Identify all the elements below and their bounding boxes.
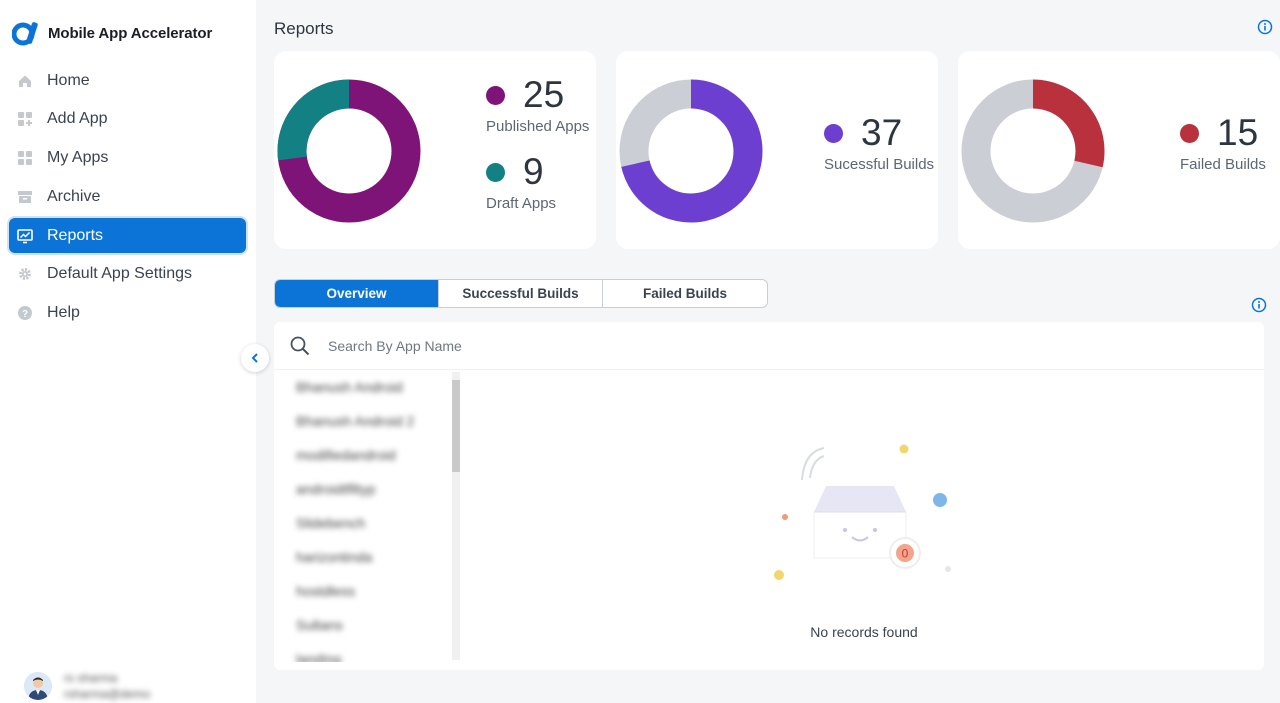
list-item[interactable]: Slidebench xyxy=(296,515,366,531)
empty-state-message: No records found xyxy=(810,624,918,640)
collapse-sidebar-button[interactable] xyxy=(241,344,269,372)
sidebar-item-archive[interactable]: Archive xyxy=(9,179,246,214)
draft-apps-segment xyxy=(277,79,350,161)
draft-apps-count: 9 xyxy=(523,151,544,192)
legend-dot xyxy=(486,162,505,182)
user-profile[interactable]: rs sharma rsharma@demo xyxy=(24,670,150,702)
list-item[interactable]: modifiedandroid xyxy=(296,447,396,463)
home-icon xyxy=(17,73,33,89)
sidebar-item-label: Archive xyxy=(47,187,101,205)
tab-failed-builds[interactable]: Failed Builds xyxy=(642,286,727,301)
failed-builds-donut-chart xyxy=(961,79,1105,223)
successful-builds-card: 37 Sucessful Builds xyxy=(616,51,938,249)
successful-builds-donut-chart xyxy=(619,79,763,223)
list-item[interactable]: Bhanush Android 2 xyxy=(296,413,415,429)
app-list-scrollbar[interactable] xyxy=(452,372,460,660)
tab-successful-builds[interactable]: Successful Builds xyxy=(439,280,603,307)
sidebar-item-label: Reports xyxy=(47,226,104,244)
successful-builds-stat: 37 Sucessful Builds xyxy=(824,114,934,173)
search-icon xyxy=(290,336,310,355)
report-tabs: Overview Successful Builds Failed Builds xyxy=(274,279,768,308)
sidebar-item-home[interactable]: Home xyxy=(9,63,246,98)
list-item[interactable]: Sultans xyxy=(296,617,343,633)
legend-dot xyxy=(486,85,505,105)
scrollbar-thumb[interactable] xyxy=(452,380,460,472)
gear-icon xyxy=(17,266,33,282)
successful-builds-segment xyxy=(621,79,763,223)
sidebar-nav: Home Add App My Apps Archive Reports xyxy=(9,63,246,335)
chevron-left-icon xyxy=(251,353,258,363)
list-item[interactable]: androidtflltyp xyxy=(296,481,376,497)
user-name: rs sharma xyxy=(64,671,118,685)
failed-builds-label: Failed Builds xyxy=(1180,156,1266,173)
empty-count-badge: 0 xyxy=(902,547,909,561)
sidebar-item-add-app[interactable]: Add App xyxy=(9,102,246,137)
page-title: Reports xyxy=(274,19,334,38)
successful-builds-count: 37 xyxy=(861,112,903,153)
sidebar-item-label: My Apps xyxy=(47,149,109,167)
failed-builds-segment xyxy=(1032,79,1105,168)
sidebar-item-default-app-settings[interactable]: Default App Settings xyxy=(9,257,246,292)
apps-summary-card: 25 Published Apps 9 Draft Apps xyxy=(274,51,596,249)
app-logo-icon xyxy=(12,22,38,46)
sidebar-item-my-apps[interactable]: My Apps xyxy=(9,141,246,176)
published-apps-count: 25 xyxy=(523,74,565,115)
list-item[interactable]: Bhanush Android xyxy=(296,379,403,395)
svg-text:?: ? xyxy=(22,309,28,320)
search-bar xyxy=(274,322,1264,370)
sidebar-item-label: Home xyxy=(47,71,90,89)
app-name: Mobile App Accelerator xyxy=(48,24,213,42)
brand[interactable]: Mobile App Accelerator xyxy=(12,20,212,46)
failed-builds-stat: 15 Failed Builds xyxy=(1180,114,1266,173)
user-email: rsharma@demo xyxy=(64,687,151,701)
list-item[interactable]: landing xyxy=(296,651,342,662)
archive-icon xyxy=(17,189,33,205)
failed-builds-count: 15 xyxy=(1217,112,1259,153)
sidebar-item-label: Help xyxy=(47,304,80,322)
legend-dot xyxy=(1180,123,1199,143)
reports-icon xyxy=(17,228,33,244)
apps-donut-chart xyxy=(277,79,421,223)
list-item[interactable]: harizontinda xyxy=(296,549,373,565)
empty-box-illustration: 0 xyxy=(774,444,951,580)
sidebar-item-reports[interactable]: Reports xyxy=(9,218,246,254)
published-apps-stat: 25 Published Apps xyxy=(486,76,589,135)
avatar xyxy=(24,672,52,700)
published-apps-label: Published Apps xyxy=(486,118,590,135)
help-icon: ? xyxy=(17,305,33,321)
draft-apps-stat: 9 Draft Apps xyxy=(486,153,556,212)
draft-apps-label: Draft Apps xyxy=(486,195,557,212)
app-list: Bhanush Android Bhanush Android 2 modifi… xyxy=(274,370,460,662)
list-item[interactable]: hostdless xyxy=(296,583,356,599)
add-app-icon xyxy=(17,111,33,127)
info-icon[interactable] xyxy=(1251,297,1267,313)
info-icon[interactable] xyxy=(1257,19,1273,35)
failed-builds-card: 15 Failed Builds xyxy=(958,51,1280,249)
sidebar-item-label: Add App xyxy=(47,110,108,128)
search-input[interactable] xyxy=(328,337,928,354)
apps-grid-icon xyxy=(17,150,33,166)
legend-dot xyxy=(824,123,843,143)
sidebar-item-label: Default App Settings xyxy=(47,265,192,283)
overview-panel: Bhanush Android Bhanush Android 2 modifi… xyxy=(274,322,1264,670)
sidebar-item-help[interactable]: ? Help xyxy=(9,296,246,331)
successful-builds-label: Sucessful Builds xyxy=(824,156,935,173)
sidebar: Mobile App Accelerator Home Add App My A… xyxy=(0,0,256,703)
tab-overview[interactable]: Overview xyxy=(275,280,439,307)
